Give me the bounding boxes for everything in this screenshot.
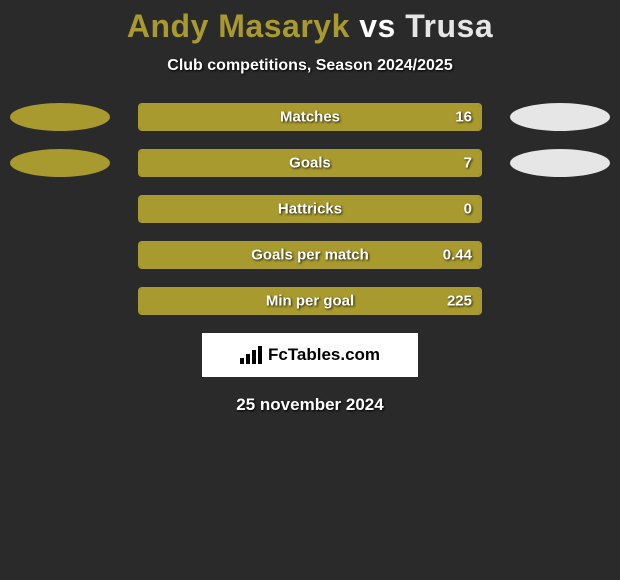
ellipse-spacer — [510, 241, 610, 269]
stat-bar: Goals per match 0.44 — [138, 241, 482, 269]
stat-label: Min per goal — [266, 293, 354, 310]
page-title: Andy Masaryk vs Trusa — [0, 8, 620, 45]
ellipse-spacer — [10, 195, 110, 223]
player2-name: Trusa — [405, 8, 493, 44]
right-ellipse-icon — [510, 149, 610, 177]
ellipse-spacer — [10, 241, 110, 269]
stat-value-right: 0 — [464, 201, 472, 218]
stat-bar: Hattricks 0 — [138, 195, 482, 223]
ellipse-spacer — [510, 195, 610, 223]
stat-row: Matches 16 — [0, 103, 620, 131]
comparison-infographic: Andy Masaryk vs Trusa Club competitions,… — [0, 0, 620, 415]
stat-row: Goals 7 — [0, 149, 620, 177]
vs-text: vs — [359, 8, 396, 44]
subtitle: Club competitions, Season 2024/2025 — [0, 57, 620, 75]
stat-value-right: 7 — [464, 155, 472, 172]
left-ellipse-icon — [10, 103, 110, 131]
stat-label: Goals per match — [251, 247, 369, 264]
date-text: 25 november 2024 — [0, 395, 620, 415]
stat-value-right: 0.44 — [443, 247, 472, 264]
stat-bar: Goals 7 — [138, 149, 482, 177]
stats-chart: Matches 16 Goals 7 Hattricks 0 Goals per match… — [0, 103, 620, 315]
stat-row: Hattricks 0 — [0, 195, 620, 223]
branding: FcTables.com — [240, 345, 380, 365]
bar-chart-icon — [240, 346, 264, 364]
stat-value-right: 16 — [455, 109, 472, 126]
ellipse-spacer — [510, 287, 610, 315]
branding-text: FcTables.com — [268, 345, 380, 365]
right-ellipse-icon — [510, 103, 610, 131]
left-ellipse-icon — [10, 149, 110, 177]
stat-bar: Min per goal 225 — [138, 287, 482, 315]
branding-box: FcTables.com — [202, 333, 418, 377]
stat-value-right: 225 — [447, 293, 472, 310]
player1-name: Andy Masaryk — [127, 8, 350, 44]
stat-label: Hattricks — [278, 201, 342, 218]
stat-row: Min per goal 225 — [0, 287, 620, 315]
stat-label: Goals — [289, 155, 331, 172]
stat-row: Goals per match 0.44 — [0, 241, 620, 269]
stat-bar: Matches 16 — [138, 103, 482, 131]
stat-label: Matches — [280, 109, 340, 126]
ellipse-spacer — [10, 287, 110, 315]
